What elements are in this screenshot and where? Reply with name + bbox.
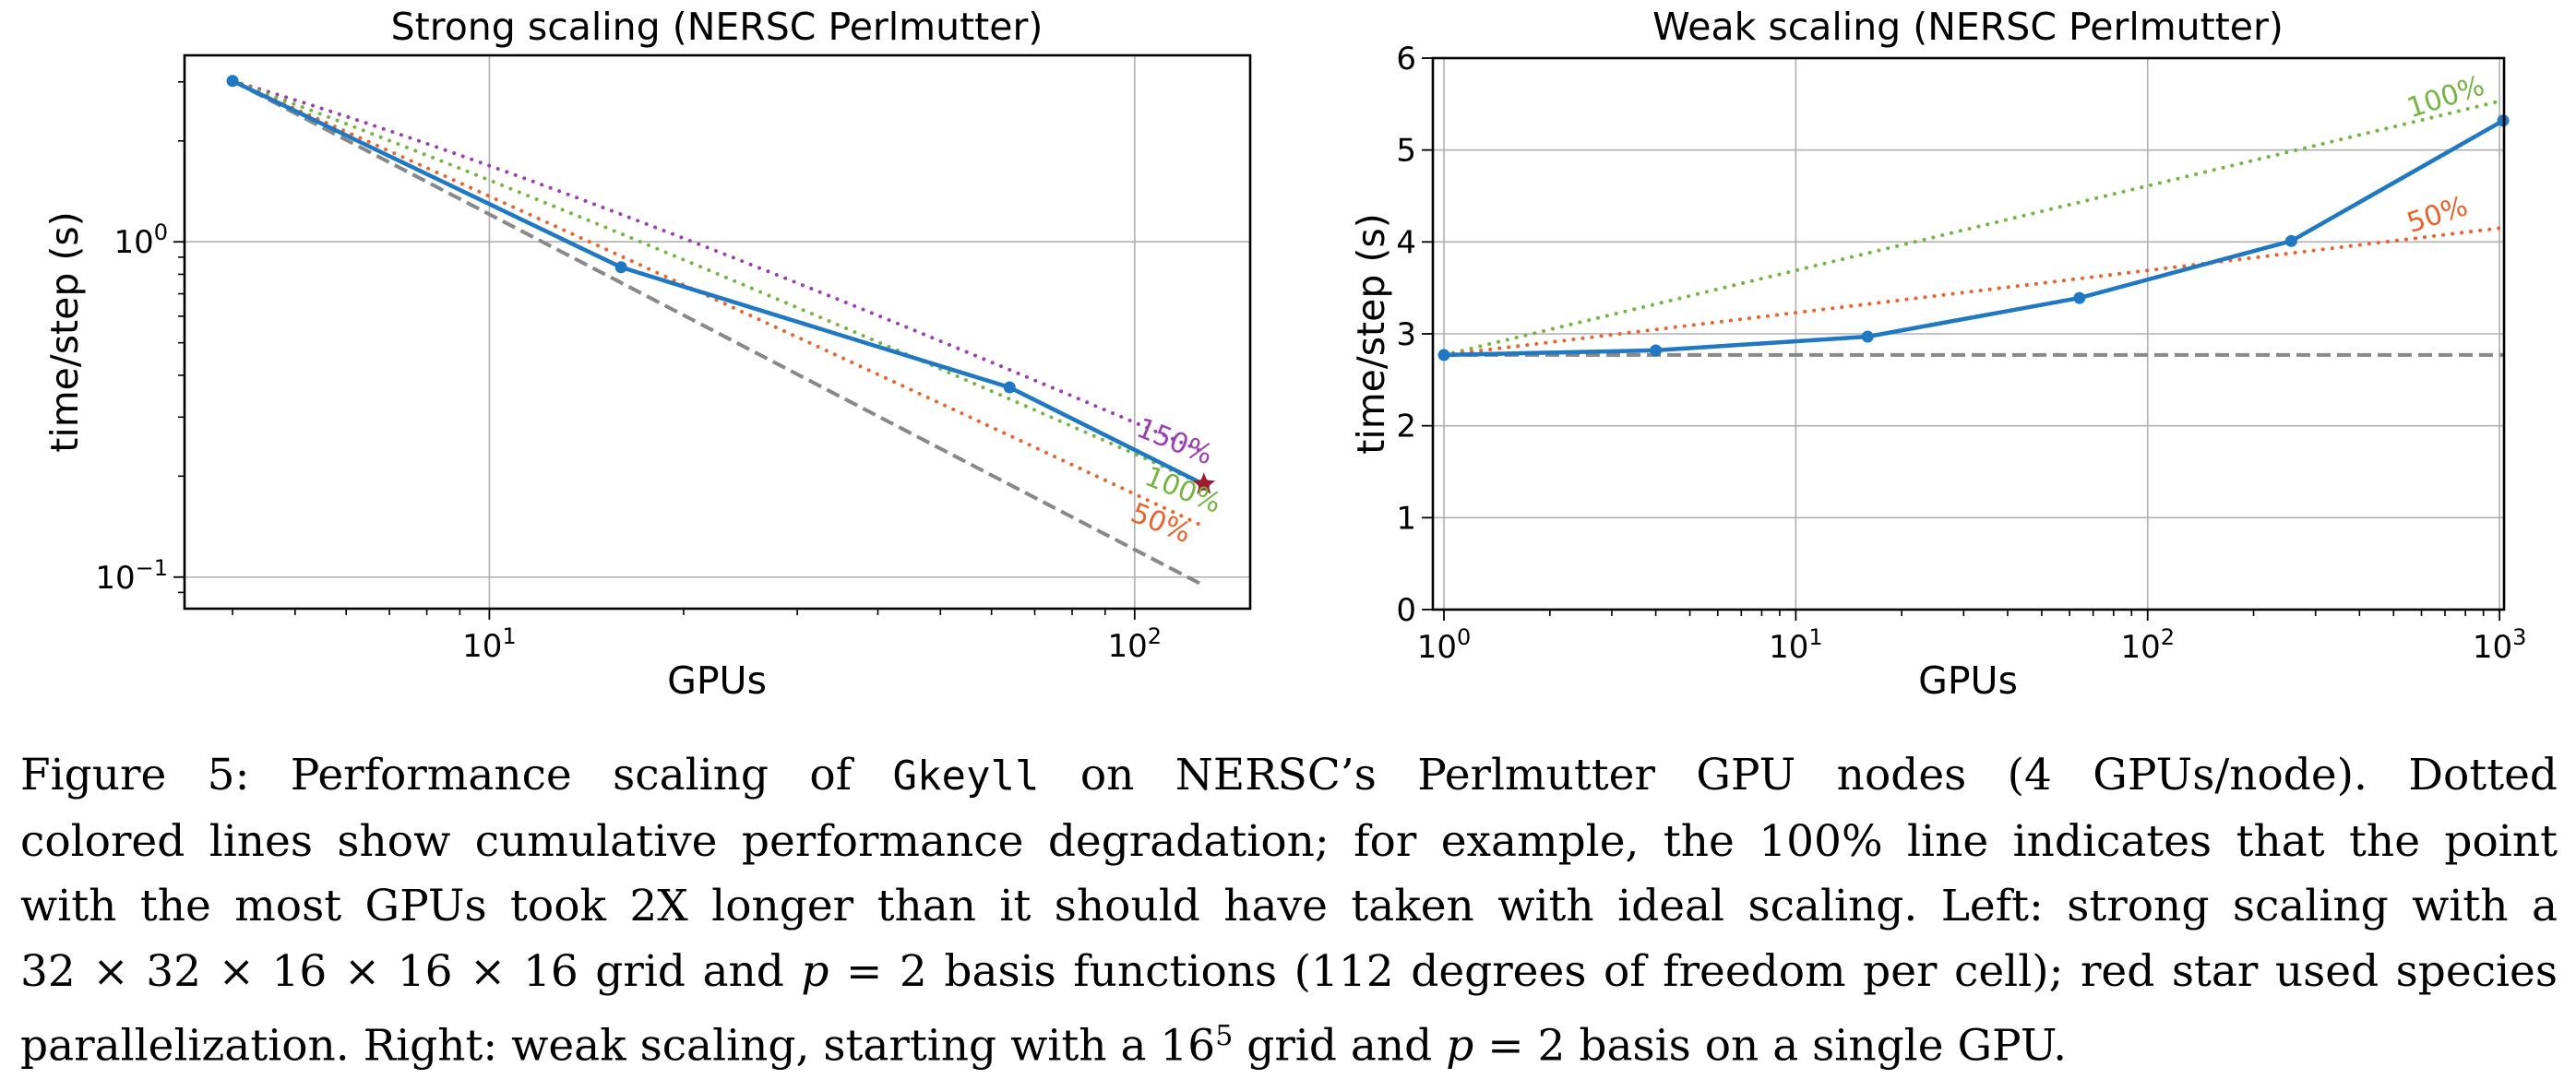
- x-axis-label: GPUs: [667, 658, 767, 701]
- degradation-50pct-line: [231, 78, 1206, 528]
- y-axis-label: time/step (s): [1349, 213, 1393, 455]
- caption-text: with the most GPUs took 2X longer than i…: [20, 881, 2558, 931]
- measured-line: [1443, 118, 2505, 358]
- degradation-150pct-line: [231, 78, 1206, 455]
- annotation-150pct: 150%: [1132, 412, 1218, 472]
- measured-point: [2284, 234, 2297, 247]
- measured-point: [226, 75, 239, 88]
- caption-line: colored lines show cumulative performanc…: [20, 810, 2558, 875]
- y-tick-label: 2: [1396, 409, 1416, 445]
- x-tick-label: 103: [2473, 624, 2527, 666]
- caption-line: Figure 5: Performance scaling of Gkeyll …: [20, 743, 2558, 810]
- caption-text: grid and: [1233, 1020, 1447, 1072]
- grid: [185, 55, 1250, 609]
- x-tick-label: 101: [1769, 624, 1823, 666]
- degradation-100pct-line: [231, 78, 1206, 487]
- axes-frame: [1431, 56, 2506, 611]
- strong-scaling-title: Strong scaling (NERSC Perlmutter): [391, 5, 1044, 49]
- y-tick-label: 100: [113, 219, 168, 261]
- weak-scaling-title: Weak scaling (NERSC Perlmutter): [1652, 5, 2284, 49]
- measured-line: [232, 78, 1205, 487]
- annotation-100pct: 100%: [2403, 70, 2488, 125]
- x-tick-label: 101: [462, 623, 517, 665]
- y-tick-label: 5: [1396, 133, 1416, 170]
- ideal-scaling-line: [232, 78, 1205, 587]
- caption-text: 32 × 32 × 16 × 16 × 16 grid and: [20, 945, 802, 997]
- caption-text: = 2 basis functions (112 degrees of free…: [829, 945, 2558, 997]
- y-tick-label: 3: [1396, 316, 1416, 353]
- y-tick-label: 0: [1396, 592, 1416, 629]
- plot-lines: 100%50%: [1437, 70, 2510, 362]
- caption-text: parallelization. Right: weak scaling, st…: [20, 1020, 1216, 1072]
- grid: [1433, 57, 2504, 611]
- caption-text: on NERSC’s Perlmutter GPU nodes (4 GPUs/…: [1039, 750, 2558, 800]
- measured-point: [1437, 349, 1450, 362]
- y-tick-label: 4: [1396, 224, 1416, 261]
- caption-line: 32 × 32 × 16 × 16 × 16 grid and p = 2 ba…: [20, 940, 2558, 1005]
- degradation-50pct-line: [1442, 225, 2505, 357]
- x-tick-label: 102: [1108, 623, 1163, 665]
- superscript: 5: [1215, 1020, 1234, 1052]
- figure: Strong scaling (NERSC Perlmutter) 150%10…: [42, 5, 2526, 701]
- measured-point: [1861, 330, 1874, 343]
- plot-lines: 150%100%50%: [226, 75, 1225, 587]
- axes-frame: [183, 53, 1252, 611]
- red-star-marker: [1192, 472, 1216, 494]
- strong-scaling-panel: Strong scaling (NERSC Perlmutter) 150%10…: [42, 5, 1252, 701]
- x-tick-label: 100: [1417, 624, 1472, 666]
- math-symbol: p: [1446, 1020, 1474, 1072]
- caption-line: parallelization. Right: weak scaling, st…: [20, 1004, 2558, 1079]
- caption-line: with the most GPUs took 2X longer than i…: [20, 874, 2558, 940]
- ticks: 100 101 102 103 0 1 2 3 4 5 6: [1396, 41, 2526, 666]
- y-tick-label: 6: [1396, 41, 1416, 77]
- x-tick-label: 102: [2120, 624, 2175, 666]
- measured-point: [1003, 381, 1016, 394]
- figure-caption: Figure 5: Performance scaling of Gkeyll …: [20, 743, 2558, 1079]
- weak-scaling-panel: Weak scaling (NERSC Perlmutter) 100%50% …: [1349, 5, 2526, 701]
- caption-text: colored lines show cumulative performanc…: [20, 815, 2558, 867]
- y-axis-label: time/step (s): [42, 211, 87, 453]
- measured-point: [2073, 291, 2086, 304]
- ticks: 101 102 100 10−1: [95, 80, 1163, 665]
- measured-point: [1650, 344, 1663, 357]
- code-name: Gkeyll: [892, 753, 1040, 800]
- caption-text: Figure 5: Performance scaling of: [20, 750, 893, 800]
- measured-point: [614, 261, 627, 274]
- y-tick-label: 1: [1396, 500, 1416, 537]
- x-axis-label: GPUs: [1918, 658, 2018, 701]
- caption-text: = 2 basis on a single GPU.: [1473, 1020, 2068, 1072]
- math-symbol: p: [801, 945, 829, 997]
- y-tick-label: 10−1: [95, 555, 168, 597]
